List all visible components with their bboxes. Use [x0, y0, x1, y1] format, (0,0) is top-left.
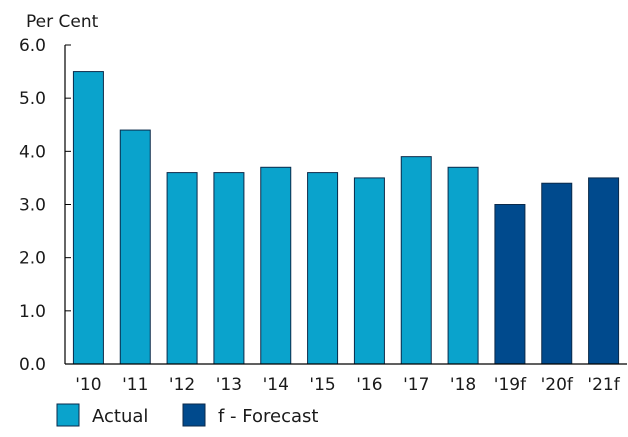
y-tick-label: 3.0: [19, 196, 46, 216]
x-tick-label: '19f: [494, 375, 527, 395]
bar-actual: [72, 71, 104, 365]
x-tick-label: '18: [450, 375, 476, 395]
legend: Actual f - Forecast: [56, 403, 318, 427]
y-tick-label: 6.0: [19, 36, 46, 56]
bars: [72, 71, 620, 365]
bar-forecast: [541, 182, 573, 365]
x-tick-label: '15: [309, 375, 335, 395]
y-tick-label: 4.0: [19, 142, 46, 162]
bar-actual: [213, 172, 245, 365]
x-tick-label: '17: [403, 375, 429, 395]
x-tick-label: '16: [356, 375, 382, 395]
x-tick-label: '13: [216, 375, 242, 395]
x-tick-labels: '10 '11 '12 '13 '14 '15 '16 '17 '18 '19f '20f '21f: [75, 375, 620, 395]
x-tick-label: '10: [75, 375, 101, 395]
axes: [64, 45, 627, 365]
x-tick-label: '14: [263, 375, 289, 395]
bar-actual: [400, 156, 432, 365]
y-tick-labels: 0.0 1.0 2.0 3.0 4.0 5.0 6.0: [19, 36, 71, 375]
bar-forecast: [494, 204, 526, 365]
y-axis-label: Per Cent: [26, 12, 99, 32]
legend-swatch-actual: [56, 403, 80, 427]
bar-actual: [166, 172, 198, 365]
legend-label-forecast: f - Forecast: [218, 406, 318, 427]
bar-actual: [260, 166, 292, 365]
bar-actual: [353, 177, 385, 365]
bar-forecast: [588, 177, 620, 365]
bar-actual: [447, 166, 479, 365]
x-tick-label: '12: [169, 375, 195, 395]
legend-swatch-forecast: [182, 403, 206, 427]
x-tick-label: '11: [122, 375, 148, 395]
bar-actual: [119, 129, 151, 365]
bar-actual: [307, 172, 339, 365]
y-tick-label: 0.0: [19, 355, 46, 375]
y-tick-label: 5.0: [19, 89, 46, 109]
legend-label-actual: Actual: [92, 406, 148, 427]
x-tick-label: '21f: [587, 375, 620, 395]
y-tick-label: 1.0: [19, 302, 46, 322]
y-tick-label: 2.0: [19, 249, 46, 269]
x-tick-label: '20f: [541, 375, 574, 395]
